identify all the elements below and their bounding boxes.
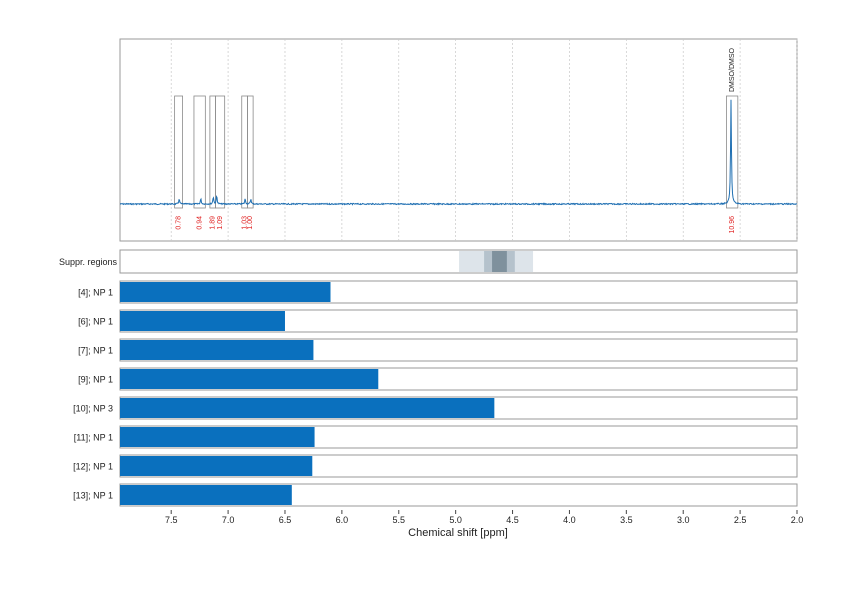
integral-label: 1.03: [241, 216, 248, 230]
x-tick-label: 4.0: [563, 515, 576, 525]
range-row-label: [10]; NP 3: [73, 404, 113, 414]
range-bar: [120, 456, 313, 476]
x-tick-label: 4.5: [506, 515, 519, 525]
x-axis: 7.5 7.0 6.5 6.0 5.5 5.0 4.5 4.0 3.5 3.0 2.5 2.0: [165, 510, 803, 525]
solvent-label: DMSO/DMSO: [729, 48, 736, 93]
range-bar: [120, 340, 314, 360]
x-tick-label: 3.0: [677, 515, 690, 525]
integral-label: 1.00: [247, 216, 254, 230]
integral-label: 0.94: [196, 216, 203, 230]
suppression-label: Suppr. regions: [59, 257, 118, 267]
range-bar: [120, 398, 495, 418]
x-tick-label: 6.5: [279, 515, 292, 525]
x-tick-label: 3.5: [620, 515, 633, 525]
spectrum-trace: [119, 99, 798, 206]
integration-box: [247, 95, 254, 209]
range-row-label: [7]; NP 1: [78, 346, 113, 356]
integral-label: 0.78: [175, 216, 182, 230]
integral-label: 1.09: [217, 216, 224, 230]
range-bar: [120, 282, 331, 302]
range-bar: [120, 311, 285, 331]
suppression-frame: [119, 249, 798, 274]
integration-box: [193, 95, 206, 209]
range-bar: [120, 427, 315, 447]
range-row-label: [11]; NP 1: [74, 433, 113, 443]
x-axis-label: Chemical shift [ppm]: [408, 527, 508, 539]
x-tick-label: 5.5: [393, 515, 406, 525]
range-row-label: [4]; NP 1: [78, 288, 113, 298]
range-rows-panel: [4]; NP 1 [6]; NP 1 [7]; NP 1 [9]; NP 1 [10]…: [73, 280, 798, 507]
range-row-label: [9]; NP 1: [78, 375, 113, 385]
integration-box: [174, 95, 183, 209]
suppression-panel: Suppr. regions: [59, 249, 798, 274]
spectrum-frame: [119, 38, 798, 242]
spectrum-panel: 0.78 0.94 1.89 1.09 1.031.00 10.96 DMSO/DMSO: [119, 38, 798, 242]
x-tick-label: 7.0: [222, 515, 235, 525]
x-tick-label: 7.5: [165, 515, 178, 525]
range-row-label: [12]; NP 1: [73, 462, 113, 472]
range-bar: [120, 369, 379, 389]
suppression-band: [492, 251, 507, 272]
range-bar: [120, 485, 292, 505]
integral-label: 10.96: [729, 216, 736, 234]
range-row-label: [6]; NP 1: [78, 317, 113, 327]
x-tick-label: 5.0: [449, 515, 462, 525]
integration-box: [215, 95, 226, 209]
integral-label: 1.89: [210, 216, 217, 230]
range-row-label: [13]; NP 1: [73, 491, 113, 501]
integration-box: [726, 95, 739, 209]
x-tick-label: 2.5: [734, 515, 747, 525]
x-tick-label: 2.0: [791, 515, 804, 525]
x-tick-label: 6.0: [336, 515, 349, 525]
